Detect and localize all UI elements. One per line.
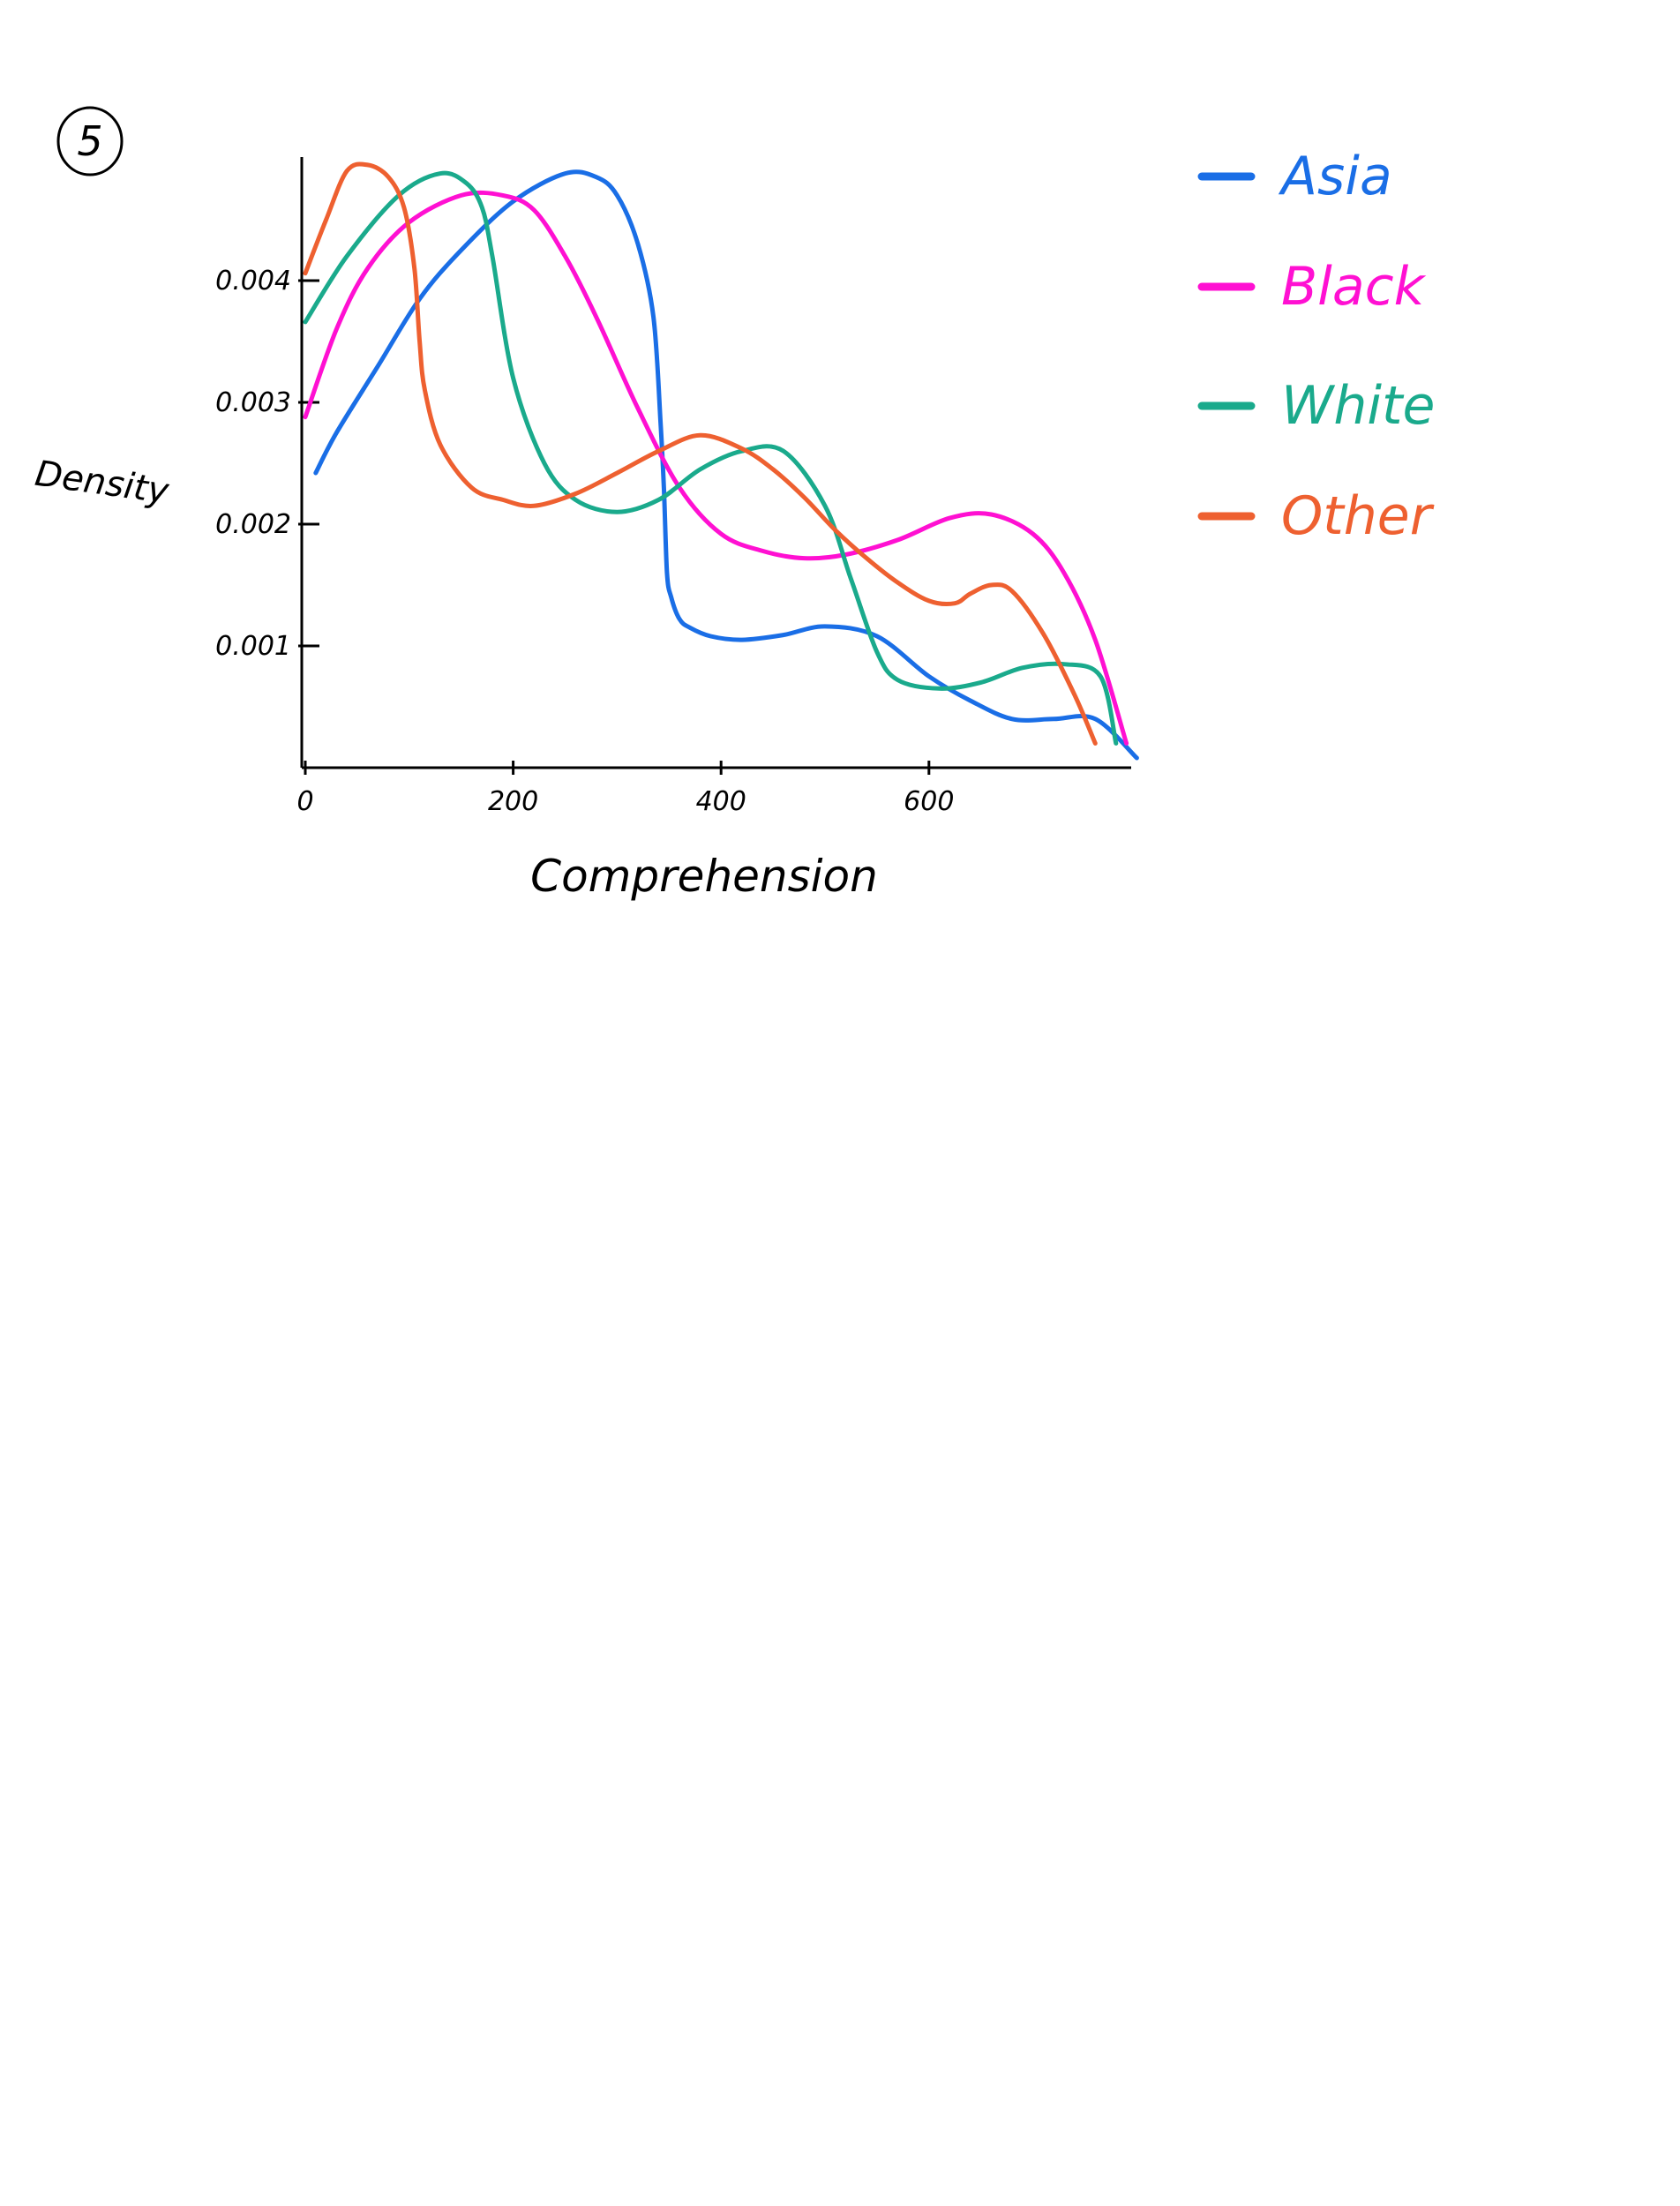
x-tick-label: 400 [696,786,746,817]
series-lines [303,161,1139,761]
y-ticks: 0.001 0.002 0.003 0.004 [215,266,319,662]
series-line-other [303,161,1098,746]
y-tick-label: 0.001 [215,631,291,662]
x-tick-label: 0 [296,786,313,817]
series-line-white [303,170,1119,746]
x-tick-label: 600 [904,786,954,817]
y-tick-label: 0.002 [215,509,291,540]
x-tick-label: 200 [488,786,538,817]
legend-label-asia: Asia [1278,146,1392,207]
density-chart: 5 0 200 400 600 0.001 0.002 0.003 0.004 Compre… [33,106,1435,902]
y-axis-label: Density [33,454,172,513]
series-line-asia [313,169,1139,761]
y-tick-label: 0.003 [215,387,291,418]
legend-label-black: Black [1281,256,1427,318]
legend-label-other: Other [1281,485,1435,547]
series-line-black [303,190,1129,746]
y-tick-label: 0.004 [215,266,291,296]
x-axis-label: Comprehension [530,851,878,902]
x-ticks: 0 200 400 600 [296,761,954,817]
figure-number-badge: 5 [56,106,124,176]
legend-label-white: White [1281,375,1435,437]
figure-number: 5 [77,117,102,165]
legend: Asia Black White Other [1197,146,1435,547]
